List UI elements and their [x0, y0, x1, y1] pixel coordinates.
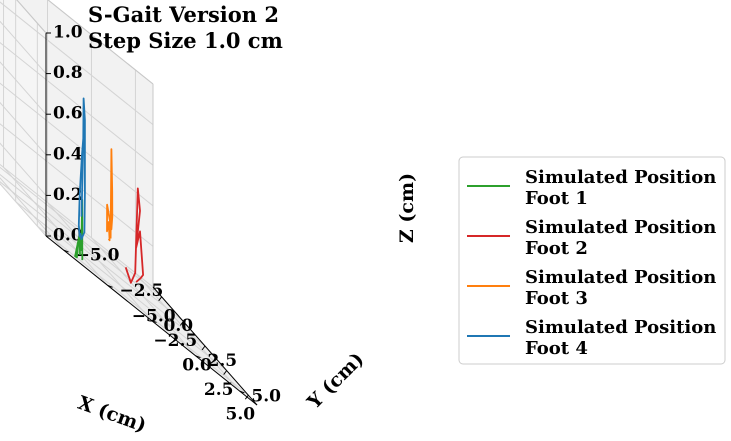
y-tick-mark	[63, 249, 69, 253]
legend-label-foot-4: Simulated Position	[525, 317, 716, 338]
chart-title-line-1: S-Gait Version 2	[88, 2, 279, 27]
legend-label-foot-1: Simulated Position	[525, 167, 716, 188]
grid-line-z	[0, 1, 154, 125]
series-line-foot-4	[77, 97, 86, 241]
grid-line-z	[0, 20, 47, 74]
z-axis-label: Z (cm)	[396, 173, 418, 243]
x-tick-mark	[158, 296, 163, 302]
axes-panes	[0, 0, 257, 405]
x-tick-label: 0.0	[182, 356, 212, 376]
grid-line-z	[0, 163, 154, 288]
pane-edge	[16, 0, 47, 34]
legend-label-foot-3: Foot 3	[525, 288, 588, 309]
z-tick-label: 0.2	[53, 185, 83, 205]
y-tick-label: 5.0	[251, 386, 281, 406]
y-tick-mark	[195, 355, 201, 359]
grid-line-z	[0, 82, 154, 207]
y-tick-label: 2.5	[208, 351, 238, 371]
y-tick-label: 0.0	[164, 316, 194, 336]
grid-line-z	[0, 123, 154, 247]
x-tick-mark	[201, 345, 206, 351]
y-tick-mark	[151, 320, 157, 323]
z-tick-label: 0.0	[53, 226, 83, 246]
x-tick-mark	[223, 370, 228, 375]
grid-line-y	[91, 237, 196, 357]
grid-line-y	[3, 166, 108, 286]
data-series	[74, 97, 145, 284]
legend-frame	[458, 156, 726, 365]
grid-line-z	[0, 61, 47, 115]
grid-line-z	[0, 42, 154, 166]
z-tick-label: 0.4	[53, 144, 83, 164]
tick-labels: −5.0−2.50.02.55.0−5.0−2.50.02.55.00.00.2…	[46, 23, 281, 425]
z-tick-label: 1.0	[53, 23, 83, 43]
grid-line-y	[135, 272, 240, 392]
x-tick-mark	[244, 394, 249, 400]
z-tick-label: 0.8	[53, 63, 83, 83]
series-line-foot-3	[106, 148, 114, 242]
grid-line-z	[0, 101, 47, 156]
chart-title-line-2: Step Size 1.0 cm	[88, 28, 283, 53]
y-tick-label: −5.0	[76, 246, 120, 266]
x-tick-label: −2.5	[153, 331, 197, 351]
legend-label-foot-3: Simulated Position	[525, 267, 716, 288]
grid-line-y	[47, 202, 152, 321]
grid-line-z	[0, 142, 47, 196]
x-tick-mark	[179, 321, 184, 326]
y-tick-mark	[239, 390, 245, 394]
legend-label-foot-1: Foot 1	[525, 188, 588, 209]
z-tick-label: 0.6	[53, 104, 83, 124]
x-tick-label: 2.5	[204, 380, 234, 400]
y-axis-label: Y (cm)	[303, 348, 369, 414]
legend-label-foot-2: Simulated Position	[525, 217, 716, 238]
x-tick-label: 5.0	[226, 405, 256, 425]
pane-edge	[47, 0, 154, 85]
x-tick-label: −5.0	[132, 306, 176, 326]
x-axis-label: X (cm)	[75, 392, 149, 437]
legend-label-foot-2: Foot 2	[525, 238, 588, 259]
legend-label-foot-4: Foot 4	[525, 338, 588, 359]
y-tick-mark	[107, 284, 113, 288]
grid-line-z	[0, 183, 47, 237]
y-tick-label: −2.5	[120, 281, 164, 301]
series-line-foot-2	[124, 187, 145, 284]
